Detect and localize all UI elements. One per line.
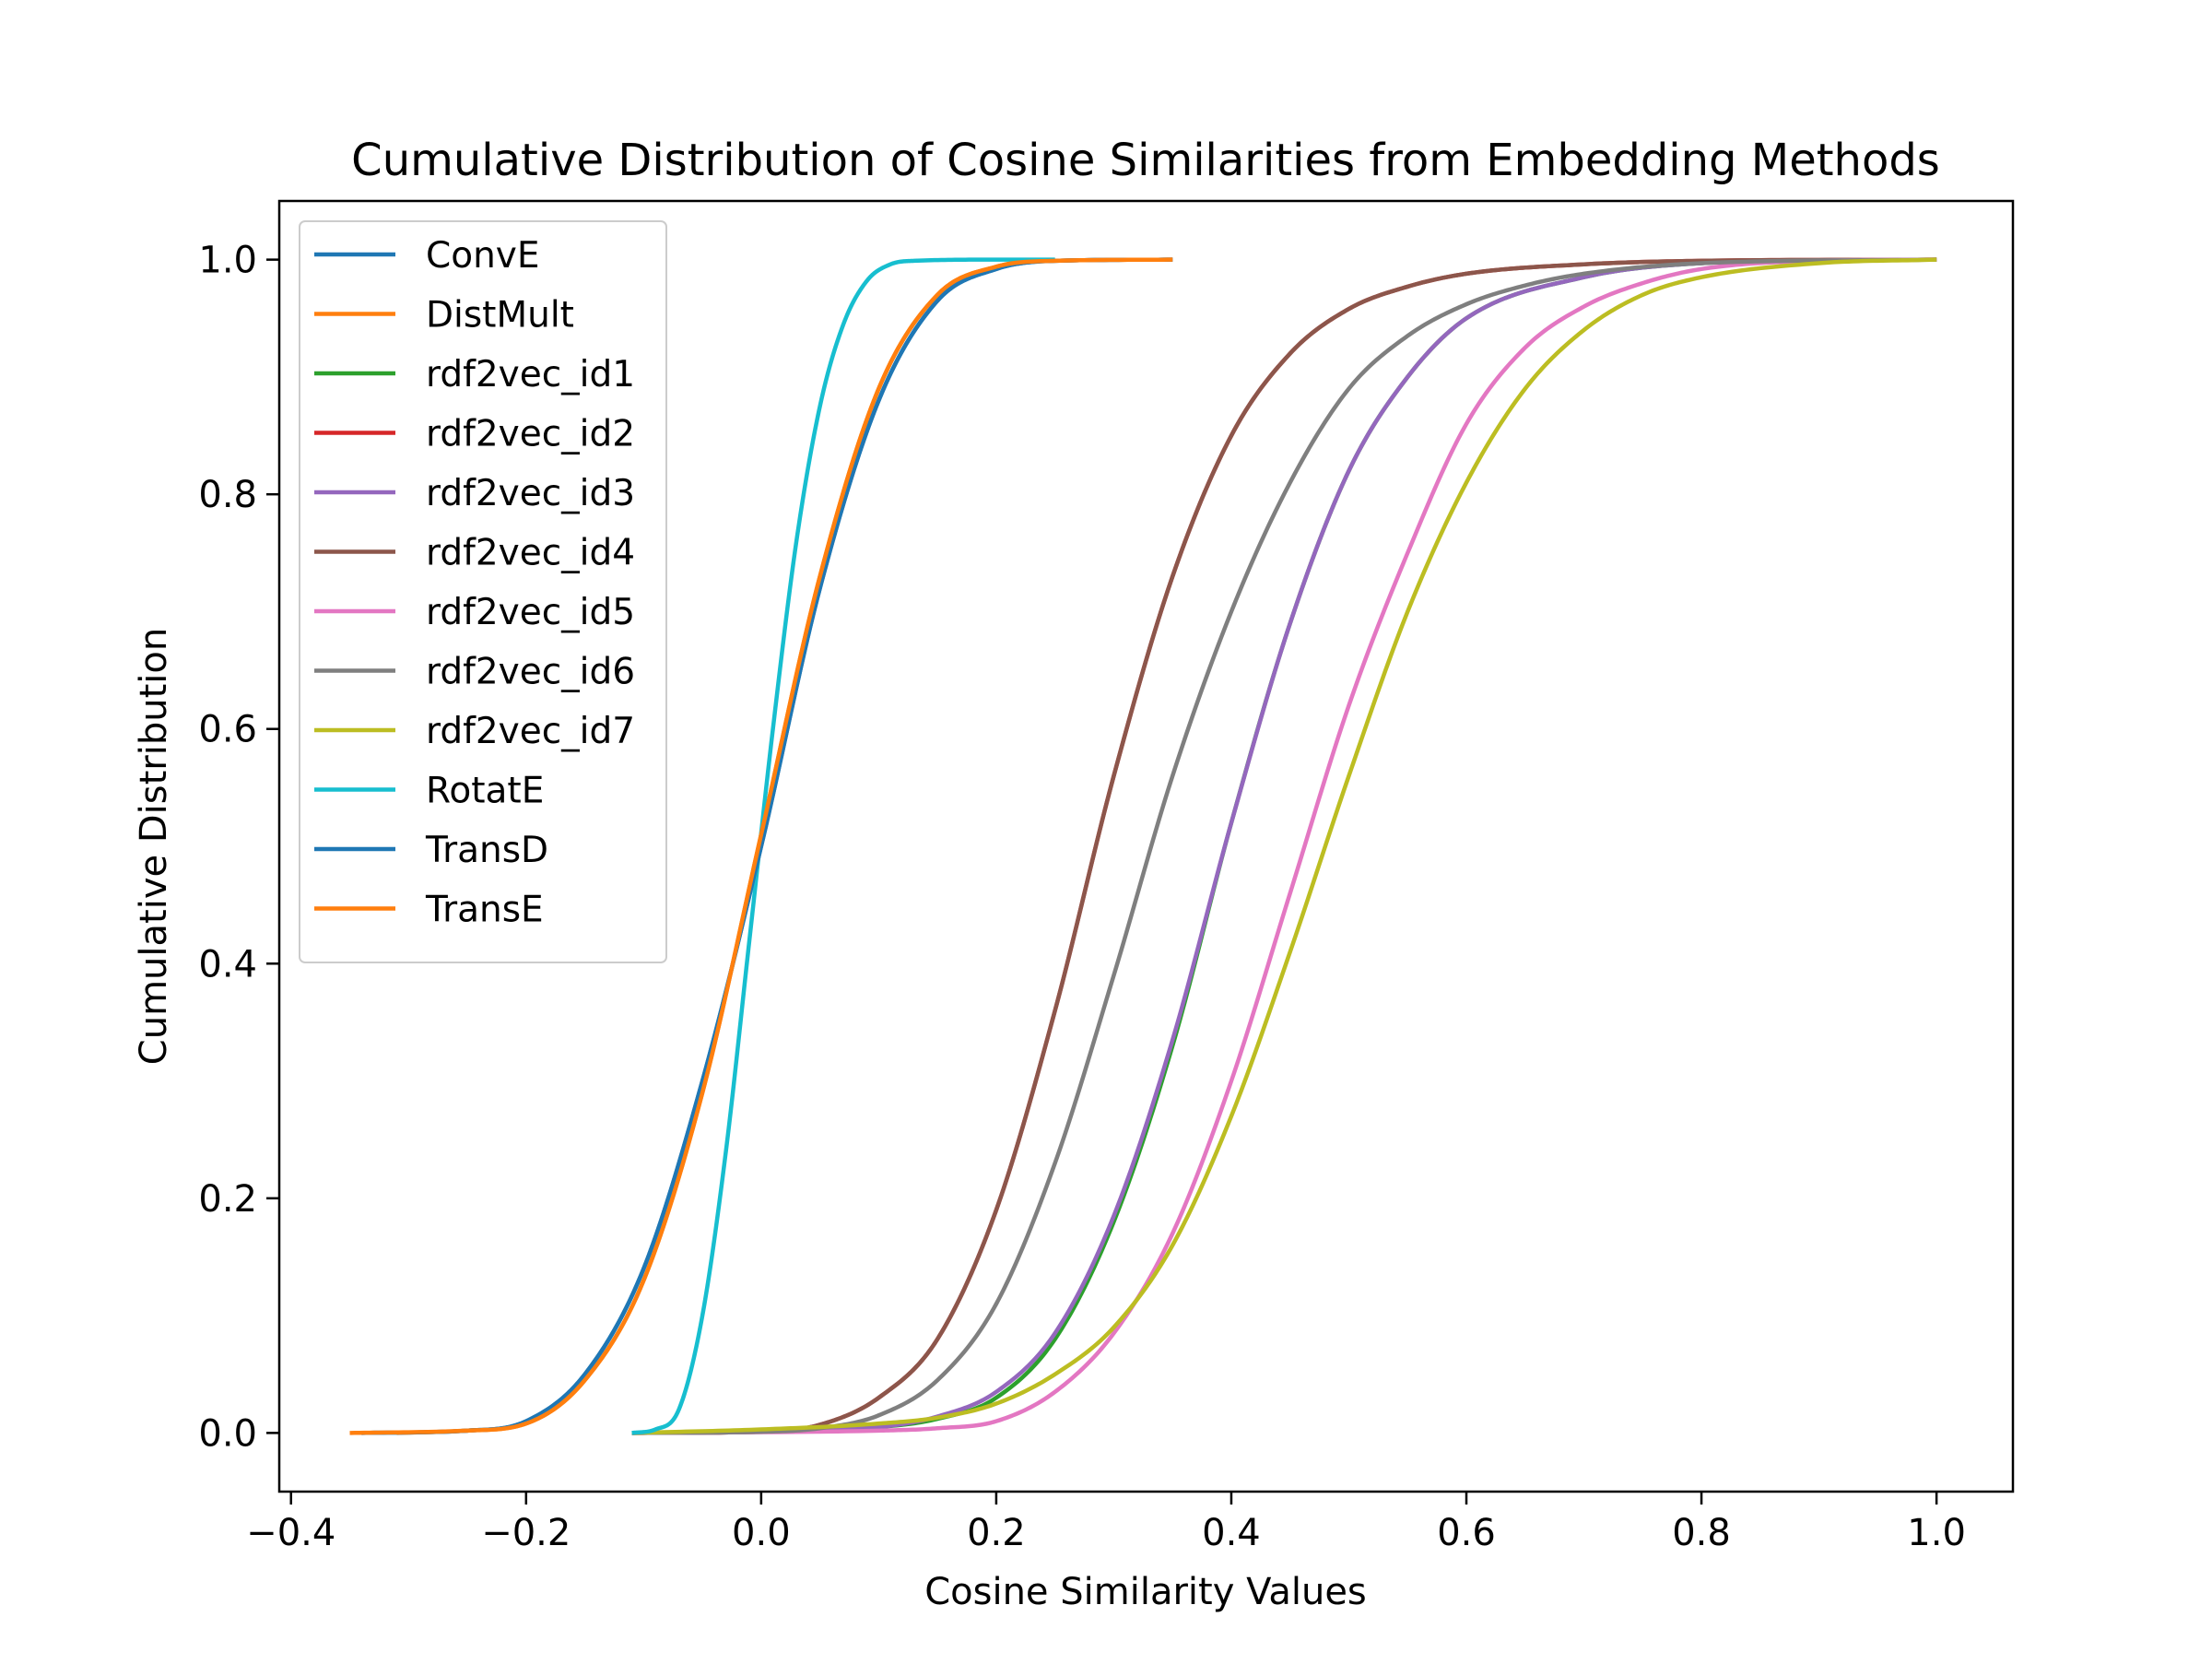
legend-label: rdf2vec_id7 [426, 711, 635, 752]
chart-title: Cumulative Distribution of Cosine Simila… [351, 135, 1940, 186]
legend-box [299, 220, 667, 963]
series-line-rdf2vec-id3 [631, 257, 1937, 1435]
x-axis-label: Cosine Similarity Values [924, 1571, 1367, 1613]
series-line-rdf2vec-id1 [631, 257, 1937, 1435]
series-line-rdf2vec-id4 [631, 257, 1937, 1435]
x-tick-label: 0.4 [1202, 1512, 1261, 1554]
series-line-rdf2vec-id2 [631, 257, 1937, 1435]
x-tick-label: 0.8 [1672, 1512, 1731, 1554]
plot-area [349, 257, 1937, 1435]
x-tick-label: 0.2 [967, 1512, 1026, 1554]
legend-label: DistMult [426, 295, 574, 336]
y-axis: 0.0 0.2 0.4 0.6 0.8 1.0 [198, 240, 279, 1455]
legend-label: rdf2vec_id1 [426, 354, 635, 395]
series-line-rdf2vec-id6 [631, 257, 1937, 1435]
legend-label: RotatE [426, 771, 544, 812]
y-tick-label: 0.4 [198, 943, 257, 985]
legend-label: TransD [425, 830, 548, 871]
y-tick-label: 0.8 [198, 474, 257, 516]
x-tick-label: 0.6 [1437, 1512, 1496, 1554]
series-line-transe [349, 257, 1173, 1435]
y-tick-label: 0.6 [198, 709, 257, 751]
y-tick-label: 0.0 [198, 1412, 257, 1455]
series-line-rotate [630, 257, 1055, 1435]
legend-label: rdf2vec_id2 [426, 414, 635, 455]
legend-label: TransE [425, 890, 544, 931]
legend-label: rdf2vec_id4 [426, 533, 635, 574]
legend-label: rdf2vec_id3 [426, 473, 635, 514]
x-tick-label: 0.0 [732, 1512, 791, 1554]
x-tick-label: −0.2 [481, 1512, 571, 1554]
axes-frame [277, 199, 2015, 1493]
y-axis-label: Cumulative Distribution [133, 628, 175, 1065]
x-axis: −0.4 −0.2 0.0 0.2 0.4 0.6 0.8 1.0 [246, 1492, 1966, 1554]
legend: ConvE DistMult rdf2vec_id1 rdf2vec_id2 rdf2v… [299, 220, 667, 963]
y-tick-label: 1.0 [198, 240, 257, 282]
x-tick-label: 1.0 [1907, 1512, 1966, 1554]
legend-label: rdf2vec_id5 [426, 592, 635, 633]
y-tick-label: 0.2 [198, 1178, 257, 1221]
legend-label: ConvE [426, 235, 540, 277]
legend-label: rdf2vec_id6 [426, 652, 635, 693]
series-line-transd [361, 257, 1173, 1435]
series-line-rdf2vec-id7 [631, 257, 1937, 1435]
x-tick-label: −0.4 [246, 1512, 335, 1554]
series-line-rdf2vec-id5 [631, 257, 1937, 1435]
